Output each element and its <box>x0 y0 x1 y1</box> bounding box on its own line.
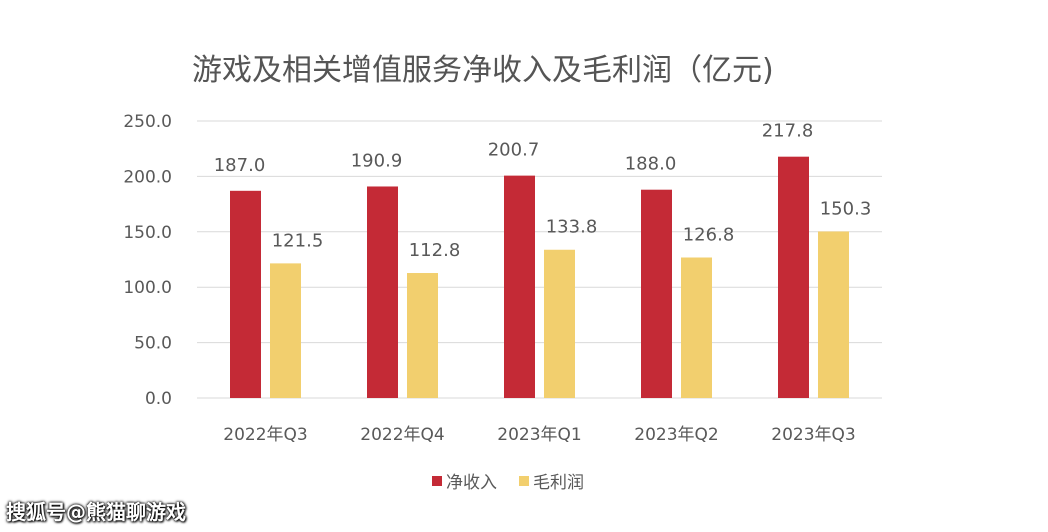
data-label: 150.3 <box>820 198 872 219</box>
y-tick-label: 200.0 <box>123 167 172 187</box>
y-tick-label: 0.0 <box>145 389 172 409</box>
x-category-label: 2022年Q4 <box>360 425 444 445</box>
bars <box>230 156 849 398</box>
legend-label: 净收入 <box>446 473 497 493</box>
bar-net-revenue <box>641 189 672 398</box>
data-labels: 187.0 121.5 190.9 112.8 200.7 133.8 188.0 126.8… <box>214 121 872 261</box>
y-tick-label: 150.0 <box>123 223 172 243</box>
legend: 净收入 毛利润 <box>432 473 584 493</box>
gridlines <box>197 120 882 399</box>
bar-gross-profit <box>407 273 438 398</box>
data-label: 187.0 <box>214 155 266 176</box>
bar-net-revenue <box>367 186 398 398</box>
x-category-label: 2023年Q1 <box>497 425 581 445</box>
bar-gross-profit <box>544 249 575 398</box>
x-category-label: 2022年Q3 <box>223 425 307 445</box>
bar-gross-profit <box>818 231 849 398</box>
x-category-label: 2023年Q3 <box>771 425 855 445</box>
bar-gross-profit <box>681 257 712 398</box>
legend-label: 毛利润 <box>533 473 584 493</box>
y-tick-label: 100.0 <box>123 278 172 298</box>
data-label: 133.8 <box>546 217 598 238</box>
y-tick-label: 250.0 <box>123 112 172 132</box>
x-axis-categories: 2022年Q3 2022年Q4 2023年Q1 2023年Q2 2023年Q3 <box>223 425 855 445</box>
data-label: 217.8 <box>762 121 814 142</box>
data-label: 121.5 <box>272 230 324 251</box>
chart-title: 游戏及相关增值服务净收入及毛利润（亿元) <box>192 53 774 88</box>
bar-net-revenue <box>230 190 261 398</box>
watermark-text: 搜狐号@熊猫聊游戏 <box>6 500 186 524</box>
data-label: 112.8 <box>409 240 461 261</box>
legend-swatch <box>519 476 529 486</box>
bar-net-revenue <box>778 156 809 398</box>
legend-swatch <box>432 476 442 486</box>
y-axis-ticks: 0.0 50.0 100.0 150.0 200.0 250.0 <box>123 112 172 409</box>
data-label: 126.8 <box>683 225 735 246</box>
x-category-label: 2023年Q2 <box>634 425 718 445</box>
data-label: 200.7 <box>488 140 540 161</box>
y-tick-label: 50.0 <box>134 334 172 354</box>
data-label: 188.0 <box>625 154 677 175</box>
bar-net-revenue <box>504 175 535 398</box>
bar-gross-profit <box>270 263 301 398</box>
data-label: 190.9 <box>351 150 403 171</box>
